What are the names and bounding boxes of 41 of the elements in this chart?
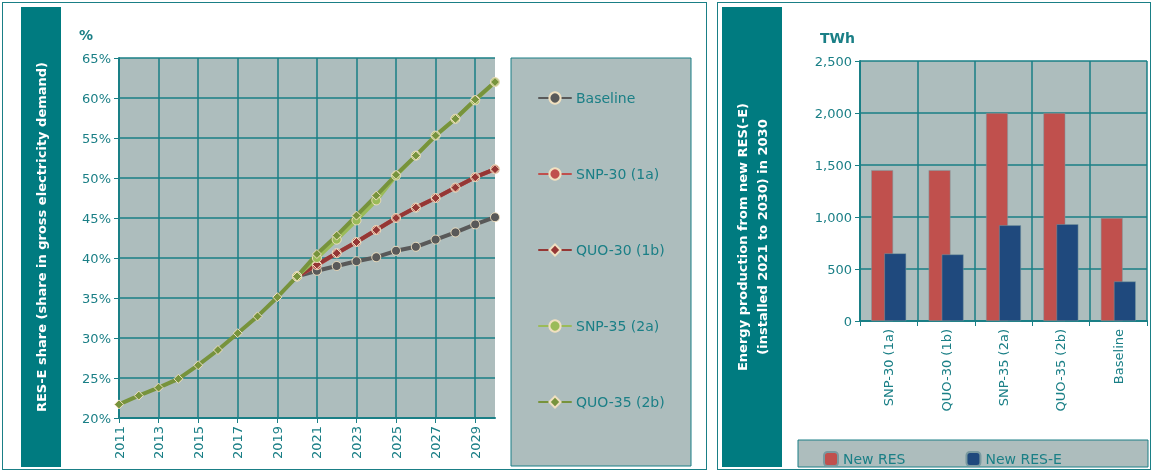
y-axis-title: Energy production from new RES(-E) (installed 2021 to 2030) in 2030: [734, 102, 770, 372]
x-tick-label: 2029: [467, 426, 483, 460]
y-tick-label: 0: [843, 313, 852, 329]
x-tick-label: 2011: [111, 426, 127, 460]
y-tick-label: 25%: [82, 370, 111, 386]
y-tick-label: 20%: [82, 410, 111, 426]
y-tick-label: 2,500: [814, 53, 852, 69]
legend-label: SNP-35 (2a): [576, 318, 660, 334]
y-axis-title: RES-E share (share in gross electricity demand): [33, 61, 49, 413]
y-tick-label: 1,500: [814, 157, 852, 173]
y-tick-label: 45%: [82, 210, 111, 226]
y-tick-label: 35%: [82, 290, 111, 306]
x-tick-label: QUO-35 (2b): [1053, 329, 1069, 412]
x-tick-label: 2013: [151, 426, 167, 460]
legend-label: QUO-30 (1b): [576, 242, 665, 258]
x-tick-label: 2019: [269, 426, 285, 460]
x-tick-label: 2025: [388, 426, 404, 460]
x-tick-label: 2017: [230, 426, 246, 460]
text: TWh: [820, 30, 855, 46]
y-tick-label: 40%: [82, 250, 111, 266]
y-tick-label: 2,000: [814, 105, 852, 121]
y-tick-label: 1,000: [814, 209, 852, 225]
y-tick-label: 60%: [82, 90, 111, 106]
x-tick-label: Baseline: [1110, 329, 1126, 385]
x-tick-label: 2021: [309, 426, 325, 460]
x-tick-label: SNP-30 (1a): [881, 329, 897, 407]
x-tick-label: 2023: [348, 426, 364, 460]
y-tick-label: 50%: [82, 170, 111, 186]
x-tick-label: SNP-35 (2a): [996, 329, 1011, 407]
x-tick-label: 2015: [190, 426, 206, 460]
x-tick-label: QUO-30 (1b): [938, 329, 954, 412]
y-tick-label: 30%: [82, 330, 111, 346]
legend-label: New RES-E: [985, 451, 1062, 467]
legend-label: SNP-30 (1a): [576, 166, 660, 182]
y-tick-label: 65%: [82, 50, 111, 66]
legend-label: New RES: [843, 451, 906, 467]
text: %: [79, 27, 94, 43]
x-tick-label: 2027: [428, 426, 444, 460]
legend-label: Baseline: [576, 90, 636, 106]
y-tick-label: 55%: [82, 130, 111, 146]
y-tick-label: 500: [827, 261, 852, 277]
